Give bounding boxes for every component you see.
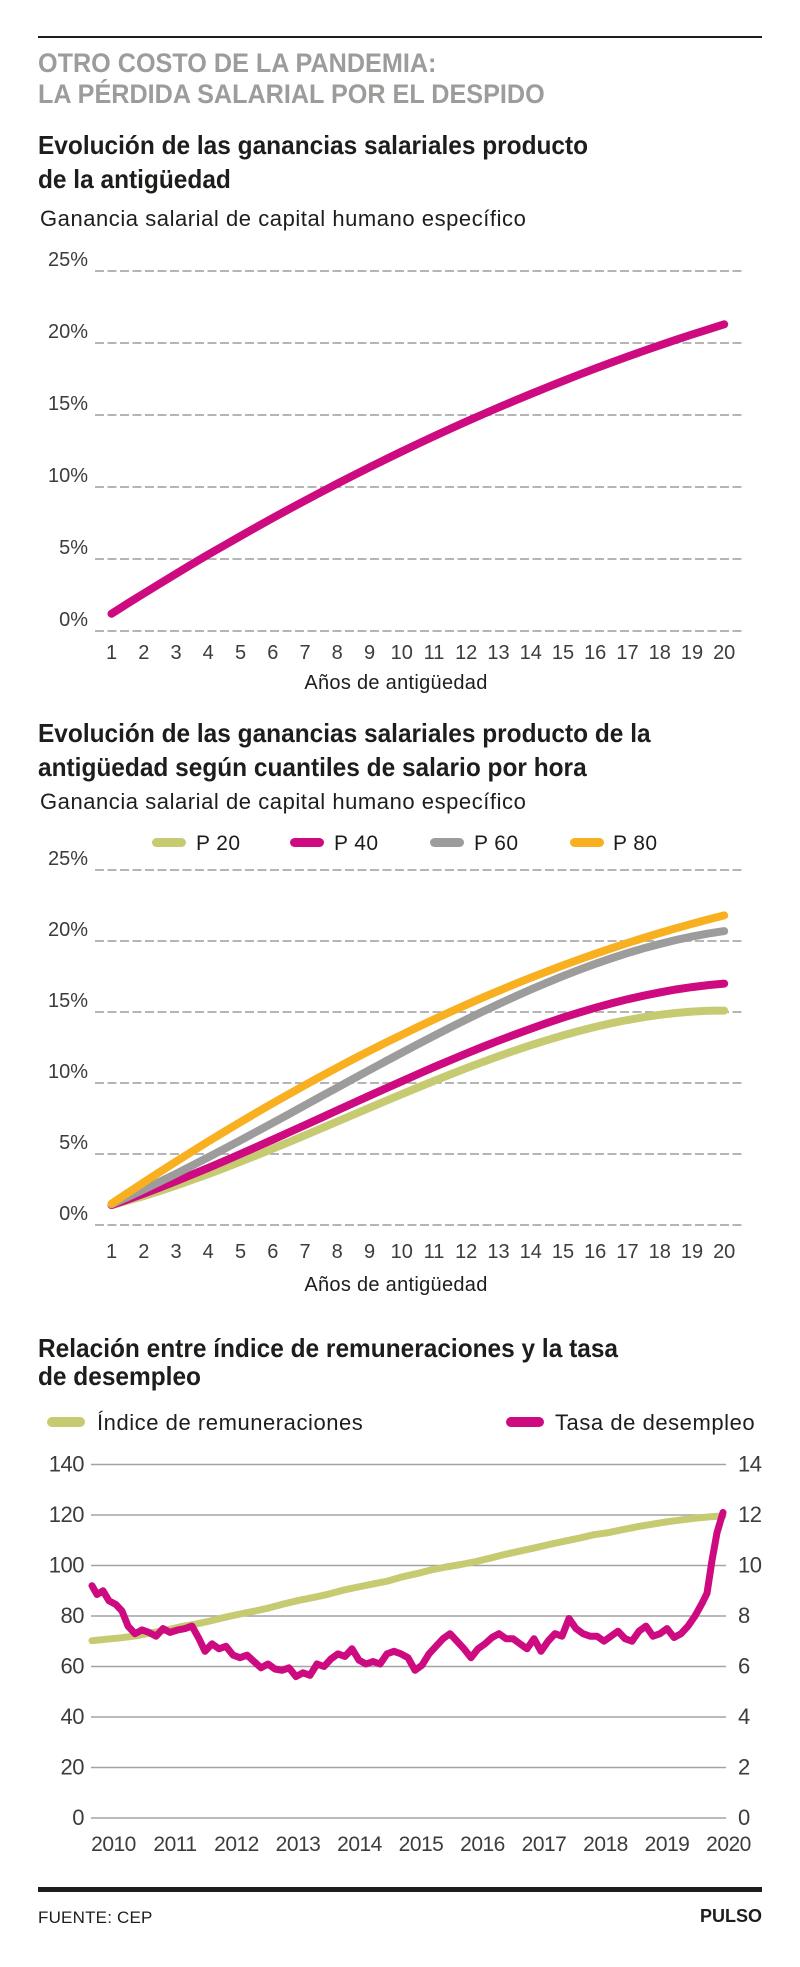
svg-text:Tasa de desempleo: Tasa de desempleo xyxy=(555,1410,755,1435)
svg-text:14: 14 xyxy=(520,642,542,664)
svg-text:3: 3 xyxy=(170,642,181,664)
svg-text:12: 12 xyxy=(455,1241,477,1263)
svg-text:1: 1 xyxy=(106,642,117,664)
svg-text:16: 16 xyxy=(584,642,606,664)
svg-text:P 60: P 60 xyxy=(474,832,518,855)
svg-text:10%: 10% xyxy=(48,465,88,487)
svg-text:5%: 5% xyxy=(59,1132,88,1154)
svg-text:2011: 2011 xyxy=(153,1833,196,1856)
svg-text:20%: 20% xyxy=(48,919,88,941)
svg-text:9: 9 xyxy=(364,1241,375,1263)
svg-text:2018: 2018 xyxy=(583,1833,628,1856)
svg-text:140: 140 xyxy=(49,1452,84,1477)
svg-text:6: 6 xyxy=(267,642,278,664)
svg-text:8: 8 xyxy=(738,1603,750,1628)
svg-text:13: 13 xyxy=(487,642,509,664)
svg-text:100: 100 xyxy=(49,1553,84,1578)
svg-text:P 20: P 20 xyxy=(196,832,240,855)
svg-text:20: 20 xyxy=(713,642,735,664)
svg-text:15: 15 xyxy=(552,1241,574,1263)
svg-text:3: 3 xyxy=(170,1241,181,1263)
svg-text:19: 19 xyxy=(681,642,703,664)
svg-text:25%: 25% xyxy=(48,250,88,271)
svg-text:16: 16 xyxy=(584,1241,606,1263)
svg-text:20: 20 xyxy=(713,1241,735,1263)
svg-text:14: 14 xyxy=(520,1241,542,1263)
svg-text:10: 10 xyxy=(391,1241,413,1263)
svg-text:Años de antigüedad: Años de antigüedad xyxy=(304,1274,487,1296)
svg-text:25%: 25% xyxy=(48,848,88,870)
svg-text:9: 9 xyxy=(364,642,375,664)
svg-text:11: 11 xyxy=(424,1241,445,1263)
svg-text:4: 4 xyxy=(203,1241,214,1263)
svg-text:20%: 20% xyxy=(48,321,88,343)
svg-text:12: 12 xyxy=(455,642,477,664)
svg-text:6: 6 xyxy=(738,1654,750,1679)
svg-text:40: 40 xyxy=(61,1704,85,1729)
svg-text:18: 18 xyxy=(649,1241,671,1263)
svg-text:80: 80 xyxy=(61,1603,85,1628)
svg-text:2012: 2012 xyxy=(214,1833,259,1856)
svg-text:2013: 2013 xyxy=(276,1833,321,1856)
svg-text:2017: 2017 xyxy=(522,1833,567,1856)
svg-text:13: 13 xyxy=(487,1241,509,1263)
svg-text:17: 17 xyxy=(616,642,638,664)
svg-text:P 40: P 40 xyxy=(334,832,378,855)
svg-text:5%: 5% xyxy=(59,537,88,559)
svg-text:2: 2 xyxy=(138,1241,149,1263)
svg-text:0: 0 xyxy=(738,1805,750,1830)
svg-text:8: 8 xyxy=(332,1241,343,1263)
svg-text:2: 2 xyxy=(138,642,149,664)
svg-text:5: 5 xyxy=(235,642,246,664)
svg-text:4: 4 xyxy=(203,642,214,664)
svg-text:4: 4 xyxy=(738,1704,750,1729)
svg-text:0%: 0% xyxy=(59,1203,88,1225)
svg-text:6: 6 xyxy=(267,1241,278,1263)
svg-text:P 80: P 80 xyxy=(613,832,657,855)
svg-text:120: 120 xyxy=(49,1502,84,1527)
svg-text:2010: 2010 xyxy=(91,1833,136,1856)
svg-text:2015: 2015 xyxy=(399,1833,444,1856)
svg-text:8: 8 xyxy=(332,642,343,664)
svg-text:Índice de remuneraciones: Índice de remuneraciones xyxy=(97,1410,363,1435)
svg-text:0: 0 xyxy=(72,1805,84,1830)
svg-text:18: 18 xyxy=(649,642,671,664)
svg-text:20: 20 xyxy=(61,1755,85,1780)
svg-text:Años de antigüedad: Años de antigüedad xyxy=(304,672,487,694)
svg-text:2: 2 xyxy=(738,1755,750,1780)
svg-text:19: 19 xyxy=(681,1241,703,1263)
svg-text:10%: 10% xyxy=(48,1061,88,1083)
svg-text:0%: 0% xyxy=(59,609,88,631)
svg-text:10: 10 xyxy=(391,642,413,664)
svg-text:11: 11 xyxy=(424,642,445,664)
svg-text:17: 17 xyxy=(616,1241,638,1263)
svg-text:2019: 2019 xyxy=(645,1833,690,1856)
svg-text:2020: 2020 xyxy=(706,1833,751,1856)
svg-text:10: 10 xyxy=(738,1553,762,1578)
svg-text:2016: 2016 xyxy=(460,1833,505,1856)
svg-text:7: 7 xyxy=(299,642,310,664)
svg-text:2014: 2014 xyxy=(337,1833,383,1856)
svg-text:60: 60 xyxy=(61,1654,85,1679)
svg-text:15: 15 xyxy=(552,642,574,664)
svg-text:5: 5 xyxy=(235,1241,246,1263)
svg-text:1: 1 xyxy=(106,1241,117,1263)
svg-text:12: 12 xyxy=(738,1502,762,1527)
svg-text:15%: 15% xyxy=(48,393,88,415)
svg-text:7: 7 xyxy=(299,1241,310,1263)
svg-text:15%: 15% xyxy=(48,990,88,1012)
svg-text:14: 14 xyxy=(738,1452,762,1477)
